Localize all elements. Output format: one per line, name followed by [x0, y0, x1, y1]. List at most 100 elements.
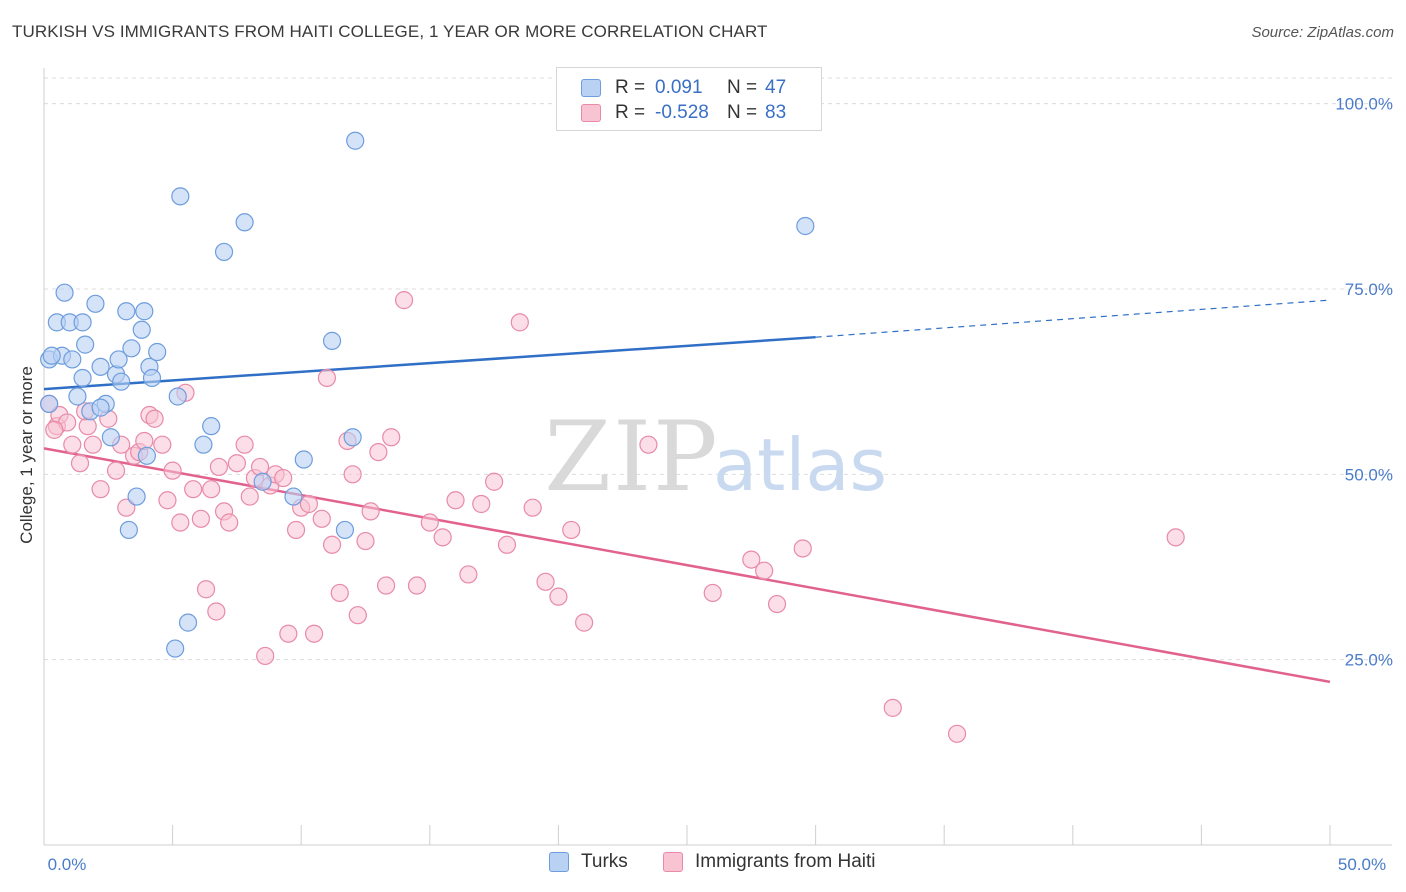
chart-title: TURKISH VS IMMIGRANTS FROM HAITI COLLEGE… — [12, 22, 768, 41]
watermark: ZIP atlas — [544, 401, 887, 513]
haiti-swatch — [581, 104, 601, 122]
n-value: 83 — [765, 102, 787, 123]
y-axis-label: College, 1 year or more — [17, 366, 36, 544]
haiti-point — [312, 509, 331, 528]
haiti-point — [184, 480, 203, 499]
haiti-point — [485, 472, 504, 491]
turks-swatch — [581, 79, 601, 97]
watermark-atlas: atlas — [713, 423, 887, 507]
n-label: N = — [727, 102, 758, 123]
turks-swatch — [549, 852, 569, 872]
series-legend: Turks Immigrants from Haiti — [0, 851, 1406, 879]
haiti-point — [227, 454, 246, 473]
turks-point — [86, 294, 105, 313]
haiti-point — [106, 461, 126, 480]
correlation-legend: R = 0.091 N = 47 R = -0.528 N = 83 — [556, 67, 822, 131]
haiti-point — [767, 594, 787, 614]
turks-point — [284, 487, 303, 506]
haiti-point — [158, 491, 177, 510]
haiti-point — [497, 535, 517, 554]
legend-label-haiti: Immigrants from Haiti — [695, 851, 876, 872]
haiti-point — [433, 528, 452, 547]
haiti-point — [70, 454, 90, 473]
x-tick-label: 0.0% — [48, 855, 87, 874]
haiti-point — [407, 576, 427, 595]
haiti-point — [330, 583, 349, 603]
y-tick-label: 75.0% — [1345, 280, 1393, 299]
haiti-point — [83, 435, 102, 454]
turks-point — [42, 346, 61, 365]
haiti-point — [196, 580, 216, 599]
haiti-point — [304, 624, 324, 643]
r-label: R = — [615, 102, 646, 123]
haiti-point — [376, 576, 396, 595]
turks-point — [40, 394, 59, 414]
haiti-point — [361, 502, 380, 521]
haiti-point — [459, 565, 478, 584]
turks-point — [148, 342, 167, 362]
n-value: 47 — [765, 77, 787, 98]
haiti-point — [703, 583, 722, 603]
haiti-point — [274, 468, 293, 488]
haiti-point — [63, 435, 82, 454]
haiti-point — [117, 498, 136, 517]
turks-point — [137, 446, 156, 465]
haiti-point — [343, 465, 362, 484]
haiti-point — [639, 435, 658, 454]
haiti-point — [209, 457, 228, 477]
turks-point — [343, 428, 362, 447]
y-tick-label: 25.0% — [1345, 651, 1393, 670]
haiti-point — [510, 313, 529, 332]
haiti-point — [322, 535, 342, 554]
turks-point — [194, 435, 213, 454]
haiti-point — [742, 550, 761, 569]
axes — [43, 68, 1392, 846]
legend-row-haiti: R = -0.528 N = 83 — [581, 101, 786, 125]
turks-point — [322, 331, 342, 350]
haiti-point — [145, 409, 164, 428]
turks-point — [168, 387, 187, 406]
haiti-point — [369, 442, 388, 462]
haiti-point — [207, 602, 226, 621]
turks-point — [112, 372, 131, 391]
turks-point — [294, 450, 313, 469]
haiti-point — [191, 509, 210, 528]
axis-labels: 25.0% 50.0% 75.0% 100.0% 0.0% 50.0% — [48, 95, 1393, 874]
y-tick-label: 50.0% — [1345, 465, 1393, 484]
turks-point — [335, 520, 355, 540]
haiti-point — [91, 480, 110, 499]
y-tick-label: 100.0% — [1335, 95, 1393, 114]
haiti-point — [256, 646, 275, 666]
turks-point — [117, 302, 136, 321]
watermark-zip: ZIP — [544, 401, 719, 513]
turks-point — [119, 520, 138, 540]
haiti-point — [220, 513, 239, 532]
haiti-point — [240, 487, 259, 506]
turks-point — [214, 242, 234, 262]
haiti-point — [348, 606, 367, 625]
r-value: 0.091 — [655, 77, 703, 98]
turks-point — [132, 320, 151, 339]
haiti-point — [394, 291, 414, 310]
r-label: R = — [615, 77, 646, 98]
x-tick-label: 50.0% — [1338, 855, 1386, 874]
haiti-point — [575, 613, 594, 632]
haiti-point — [135, 431, 154, 451]
turks-point — [796, 216, 815, 236]
haiti-point — [883, 698, 902, 717]
turks-point — [346, 131, 365, 150]
turks-point — [91, 398, 110, 417]
haiti-point — [1166, 528, 1185, 547]
n-label: N = — [727, 77, 758, 98]
legend-item-haiti: Immigrants from Haiti — [663, 851, 876, 873]
haiti-point — [947, 724, 967, 743]
haiti-point — [536, 572, 555, 591]
source-credit: Source: ZipAtlas.com — [1251, 24, 1394, 41]
turks-point — [73, 313, 92, 332]
haiti-point — [250, 457, 270, 477]
haiti-point — [235, 435, 254, 454]
haiti-point — [286, 520, 306, 540]
haiti-point — [549, 587, 568, 606]
haiti-point — [78, 417, 97, 436]
